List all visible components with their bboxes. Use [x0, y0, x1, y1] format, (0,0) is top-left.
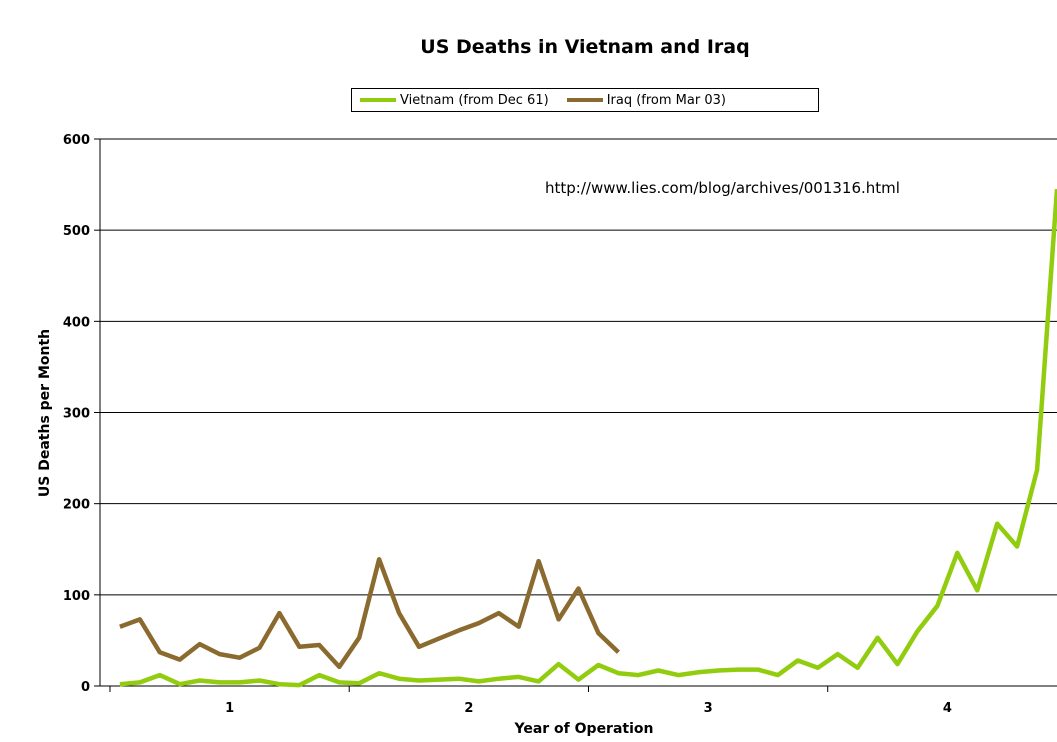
x-tick-labels: 1 2 3 4 — [225, 701, 952, 716]
axes — [99, 139, 1057, 692]
chart-title: US Deaths in Vietnam and Iraq — [420, 36, 750, 58]
gridlines — [94, 138, 1057, 687]
series-lines — [119, 188, 1057, 688]
legend-label-iraq: Iraq (from Mar 03) — [606, 92, 726, 108]
y-tick-label: 600 — [63, 133, 90, 148]
y-tick-label: 300 — [63, 407, 90, 422]
legend-label-vietnam: Vietnam (from Dec 61) — [400, 92, 549, 108]
legend-swatch-iraq — [566, 98, 603, 102]
legend-item-vietnam: Vietnam (from Dec 61) — [360, 93, 549, 108]
legend-swatch-vietnam — [360, 98, 396, 102]
y-axis-title: US Deaths per Month — [37, 329, 53, 497]
series-line-iraq — [119, 557, 620, 670]
legend-item-iraq: Iraq (from Mar 03) — [566, 92, 726, 108]
series-line-vietnam — [119, 188, 1057, 688]
x-axis-title: Year of Operation — [513, 721, 653, 737]
url-annotation: http://www.lies.com/blog/archives/001316… — [545, 179, 900, 197]
y-tick-labels: 0 100 200 300 400 500 600 — [63, 133, 90, 695]
y-tick-label: 100 — [63, 589, 90, 604]
legend: Vietnam (from Dec 61) Iraq (from Mar 03) — [351, 88, 819, 112]
y-tick-label: 200 — [63, 498, 90, 513]
y-tick-label: 0 — [81, 680, 90, 695]
y-tick-label: 500 — [63, 224, 90, 239]
x-tick-label: 1 — [225, 701, 234, 716]
y-tick-label: 400 — [63, 315, 90, 330]
x-tick-label: 3 — [704, 701, 713, 716]
x-tick-label: 4 — [943, 701, 952, 716]
x-tick-label: 2 — [464, 701, 473, 716]
